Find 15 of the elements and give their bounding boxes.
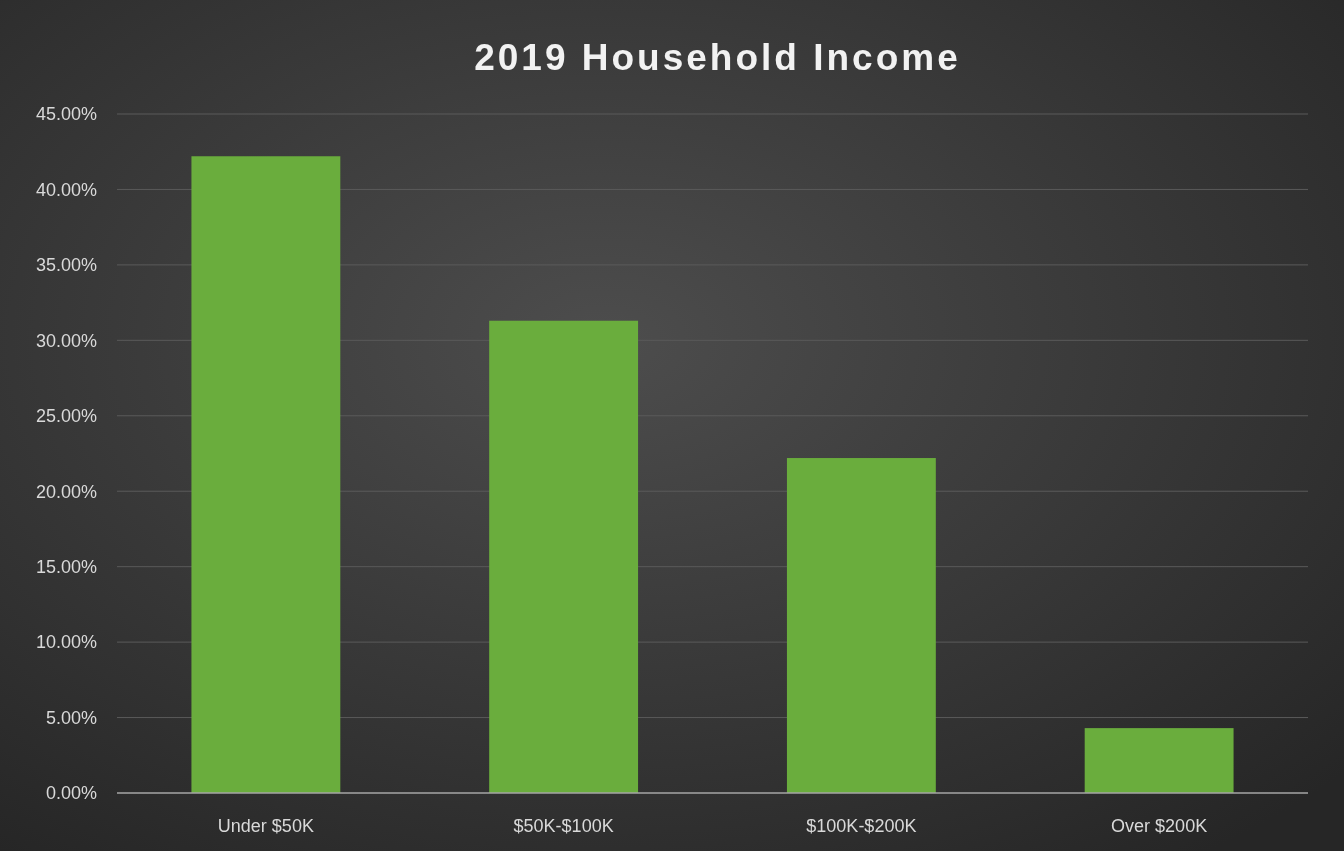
y-tick-label: 10.00% bbox=[35, 632, 97, 653]
y-tick-label: 30.00% bbox=[35, 330, 97, 351]
y-tick-label: 25.00% bbox=[35, 406, 97, 427]
y-tick-label: 5.00% bbox=[45, 707, 97, 728]
y-tick-label: 20.00% bbox=[35, 481, 97, 502]
y-tick-label: 0.00% bbox=[45, 783, 97, 804]
y-tick-label: 40.00% bbox=[35, 179, 97, 200]
y-tick-label: 15.00% bbox=[35, 556, 97, 577]
chart-title: 2019 Household Income bbox=[474, 37, 961, 78]
x-tick-label: $50K-$100K bbox=[513, 816, 614, 836]
y-tick-label: 35.00% bbox=[35, 255, 97, 276]
x-tick-label: Under $50K bbox=[217, 816, 314, 836]
y-tick-label: 45.00% bbox=[35, 104, 97, 125]
x-tick-label: $100K-$200K bbox=[806, 816, 917, 836]
x-tick-label: Over $200K bbox=[1111, 816, 1208, 836]
